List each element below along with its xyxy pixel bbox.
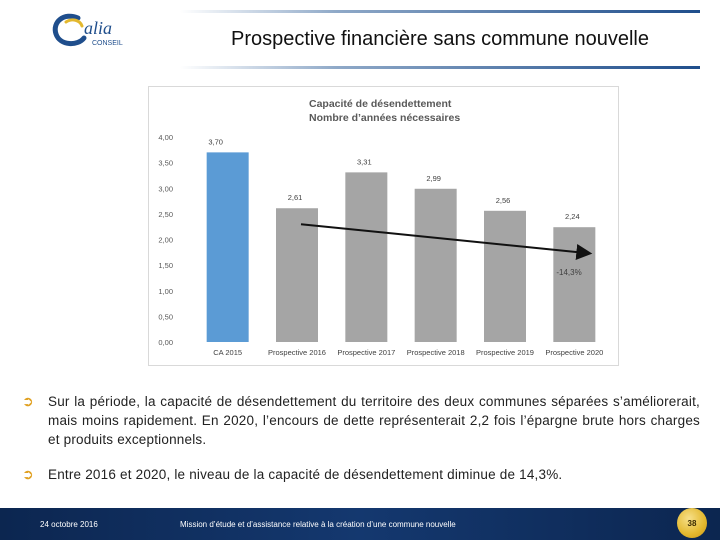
title-top-rule xyxy=(180,10,700,13)
bullet-arrow-icon: ➲ xyxy=(22,393,34,409)
y-tick-label: 2,50 xyxy=(158,210,173,219)
slide-title: Prospective financière sans commune nouv… xyxy=(231,28,649,50)
page-number: 38 xyxy=(687,518,697,528)
y-tick-label: 0,50 xyxy=(158,312,173,321)
y-tick-label: 3,00 xyxy=(158,184,173,193)
value-label: 2,61 xyxy=(288,193,303,202)
y-tick-label: 1,50 xyxy=(158,261,173,270)
y-tick-label: 3,50 xyxy=(158,159,173,168)
value-labels-group: 3,70 2,61 3,31 2,99 2,56 2,24 xyxy=(208,137,579,221)
logo-brand-text: alia xyxy=(84,18,112,38)
bar-5 xyxy=(553,227,596,342)
value-label: 2,56 xyxy=(496,196,511,205)
bullet-item: ➲ Sur la période, la capacité de désende… xyxy=(22,392,700,449)
trend-arrow xyxy=(300,223,593,260)
logo-subtitle-text: CONSEIL xyxy=(92,40,123,47)
bullet-text: Entre 2016 et 2020, le niveau de la capa… xyxy=(48,467,563,482)
x-tick-label: Prospective 2017 xyxy=(337,348,395,357)
bullet-text: Sur la période, la capacité de désendett… xyxy=(48,394,700,447)
bar-1 xyxy=(276,208,318,342)
y-tick-label: 0,00 xyxy=(158,338,173,347)
value-label: 2,24 xyxy=(565,212,580,221)
x-tick-label: CA 2015 xyxy=(213,348,242,357)
bullet-list: ➲ Sur la période, la capacité de désende… xyxy=(22,392,700,484)
y-tick-label: 2,00 xyxy=(158,236,173,245)
title-bottom-rule xyxy=(180,66,700,69)
bar-4 xyxy=(484,210,526,342)
footer-bar: 24 octobre 2016 Mission d’étude et d’ass… xyxy=(0,508,720,540)
y-tick-label: 4,00 xyxy=(158,133,173,142)
page-number-badge: 38 xyxy=(677,508,707,538)
bar-2 xyxy=(345,172,388,342)
y-tick-label: 1,00 xyxy=(158,287,173,296)
x-tick-label: Prospective 2020 xyxy=(545,348,603,357)
footer-date: 24 octobre 2016 xyxy=(40,520,98,529)
bar-0 xyxy=(206,152,249,342)
x-tick-label: Prospective 2016 xyxy=(268,348,326,357)
bullet-item: ➲ Entre 2016 et 2020, le niveau de la ca… xyxy=(22,465,700,484)
x-tick-label: Prospective 2018 xyxy=(407,348,465,357)
value-label: 3,31 xyxy=(357,157,372,166)
company-logo: alia CONSEIL xyxy=(48,8,143,50)
chart-subtitle: Nombre d’années nécessaires xyxy=(309,112,460,124)
chart-frame: Capacité de désendettement Nombre d’anné… xyxy=(148,86,619,366)
capacity-bar-chart: Capacité de désendettement Nombre d’anné… xyxy=(158,98,603,357)
trend-annotation: -14,3% xyxy=(556,268,581,277)
x-axis-labels: CA 2015 Prospective 2016 Prospective 2017 P… xyxy=(213,348,603,357)
y-axis-ticks: 0,00 0,50 1,00 1,50 2,00 2,50 3,00 3,50 4,00 xyxy=(158,133,173,347)
footer-mission-text: Mission d’étude et d’assistance relative… xyxy=(180,520,456,529)
bar-3 xyxy=(414,188,457,342)
x-tick-label: Prospective 2019 xyxy=(476,348,534,357)
bullet-arrow-icon: ➲ xyxy=(22,466,34,482)
chart-title: Capacité de désendettement xyxy=(309,98,452,110)
bars-group xyxy=(206,152,596,342)
value-label: 3,70 xyxy=(208,137,223,146)
value-label: 2,99 xyxy=(426,174,441,183)
